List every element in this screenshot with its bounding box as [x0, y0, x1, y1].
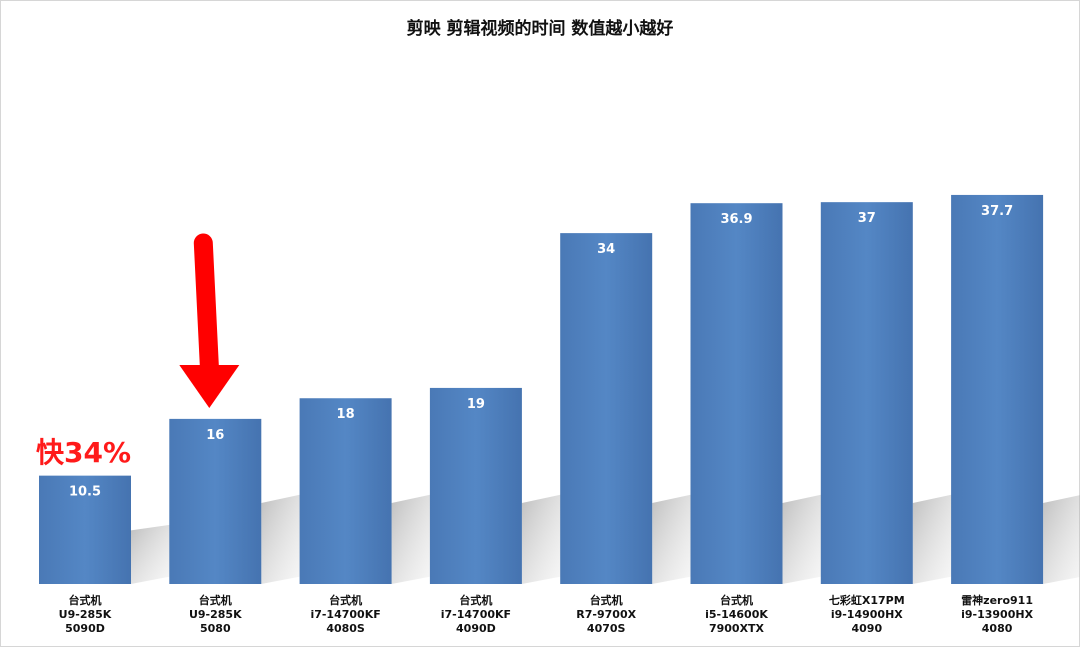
data-label: 18 [337, 407, 355, 422]
category-label: 七彩虹X17PM [829, 593, 905, 607]
bar [429, 387, 522, 584]
bar-shadow [261, 494, 304, 584]
category-label: 台式机 [590, 593, 623, 607]
category-label: i9-13900HX [961, 608, 1033, 621]
category-label: 5080 [200, 622, 231, 635]
bar-shadow [782, 494, 825, 584]
bar-shadow [131, 524, 173, 584]
category-label: 4080 [982, 622, 1013, 635]
category-label: 4090D [456, 622, 496, 635]
data-label: 10.5 [69, 485, 101, 500]
category-labels: 台式机U9-285K5090D台式机U9-285K5080台式机i7-14700… [59, 593, 1034, 635]
bar-shadow [1043, 495, 1080, 584]
bar-shadow [521, 494, 564, 584]
category-label: 台式机 [69, 593, 102, 607]
data-label: 34 [597, 242, 615, 257]
bar-shadow [912, 494, 955, 584]
bar [299, 398, 392, 584]
category-label: i5-14600K [705, 608, 768, 621]
category-label: R7-9700X [576, 608, 636, 621]
category-label: i7-14700KF [441, 608, 511, 621]
data-label: 16 [206, 428, 224, 443]
category-label: 台式机 [199, 593, 232, 607]
value-labels: 10.5 16 18 19 34 36.9 37 37.7 [69, 204, 1013, 500]
category-label: 4070S [587, 622, 626, 635]
arrow-head [179, 365, 240, 408]
data-label: 19 [467, 397, 485, 412]
category-label: 4090 [851, 622, 882, 635]
category-label: i7-14700KF [310, 608, 380, 621]
category-label: U9-285K [189, 608, 242, 621]
bar [690, 203, 783, 584]
bar-shadow [391, 494, 434, 584]
category-label: 4080S [326, 622, 365, 635]
annotations: 快34% [36, 233, 240, 469]
category-label: 台式机 [329, 593, 362, 607]
bar [169, 418, 262, 584]
category-label: U9-285K [59, 608, 112, 621]
bar [820, 202, 913, 584]
speedup-annotation: 快34% [36, 436, 131, 469]
category-label: 7900XTX [709, 622, 765, 635]
category-label: 台式机 [720, 593, 753, 607]
category-label: 5090D [65, 622, 105, 635]
bars [39, 194, 1044, 584]
bar [560, 233, 653, 584]
category-label: 雷神zero911 [961, 593, 1033, 607]
data-label: 37 [858, 211, 876, 226]
data-label: 37.7 [981, 204, 1013, 219]
category-label: 台式机 [459, 593, 492, 607]
bar [951, 194, 1044, 584]
bar-shadow [652, 494, 695, 584]
chart-title: 剪映 剪辑视频的时间 数值越小越好 [406, 19, 674, 39]
data-label: 36.9 [720, 212, 752, 227]
bar-shadows [131, 494, 1080, 584]
bar [39, 475, 131, 584]
arrow-shaft [193, 233, 219, 375]
category-label: i9-14900HX [831, 608, 903, 621]
